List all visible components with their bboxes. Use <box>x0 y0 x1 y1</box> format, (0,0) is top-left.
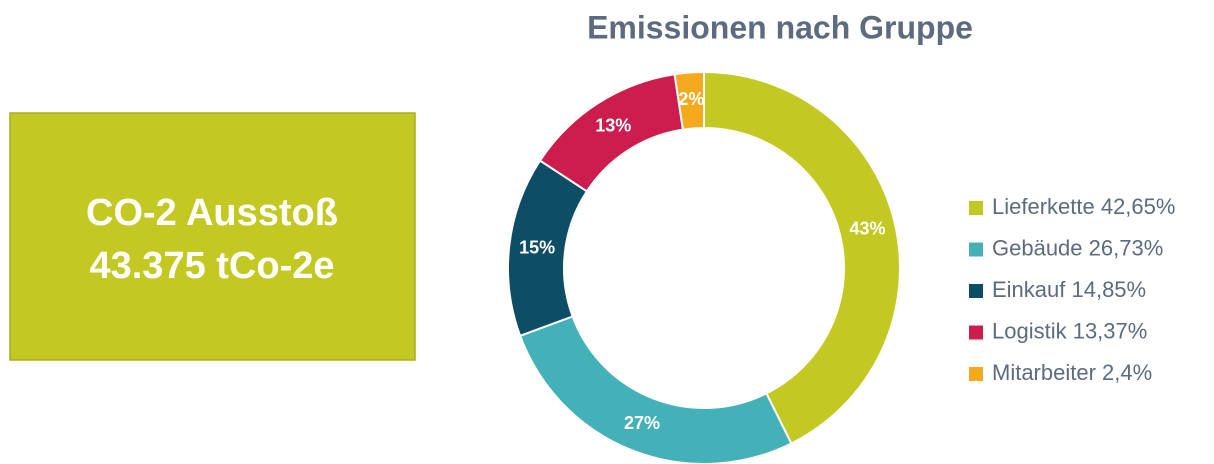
kpi-value: 43.375 tCo-2e <box>89 245 334 287</box>
legend-label: Einkauf 14,85% <box>992 277 1146 302</box>
data-label: 27% <box>624 413 660 433</box>
legend-swatch <box>969 284 983 298</box>
donut-slice <box>673 70 705 131</box>
legend-label: Lieferkette 42,65% <box>992 194 1175 219</box>
legend-swatch <box>969 367 983 381</box>
data-label: 2% <box>678 89 704 109</box>
chart-title: Emissionen nach Gruppe <box>587 9 973 45</box>
data-label: 13% <box>595 115 631 135</box>
legend-label: Gebäude 26,73% <box>992 235 1163 260</box>
legend-swatch <box>969 325 983 340</box>
donut-slice <box>518 315 793 464</box>
kpi-box <box>9 112 416 361</box>
legend-label: Mitarbeiter 2,4% <box>992 360 1152 385</box>
kpi-label: CO-2 Ausstoß <box>86 192 338 234</box>
donut-slice <box>703 70 901 445</box>
data-label: 43% <box>850 218 886 238</box>
legend-label: Logistik 13,37% <box>992 318 1147 343</box>
data-label: 15% <box>519 238 555 258</box>
legend-swatch <box>969 201 983 215</box>
legend-swatch <box>969 242 983 257</box>
